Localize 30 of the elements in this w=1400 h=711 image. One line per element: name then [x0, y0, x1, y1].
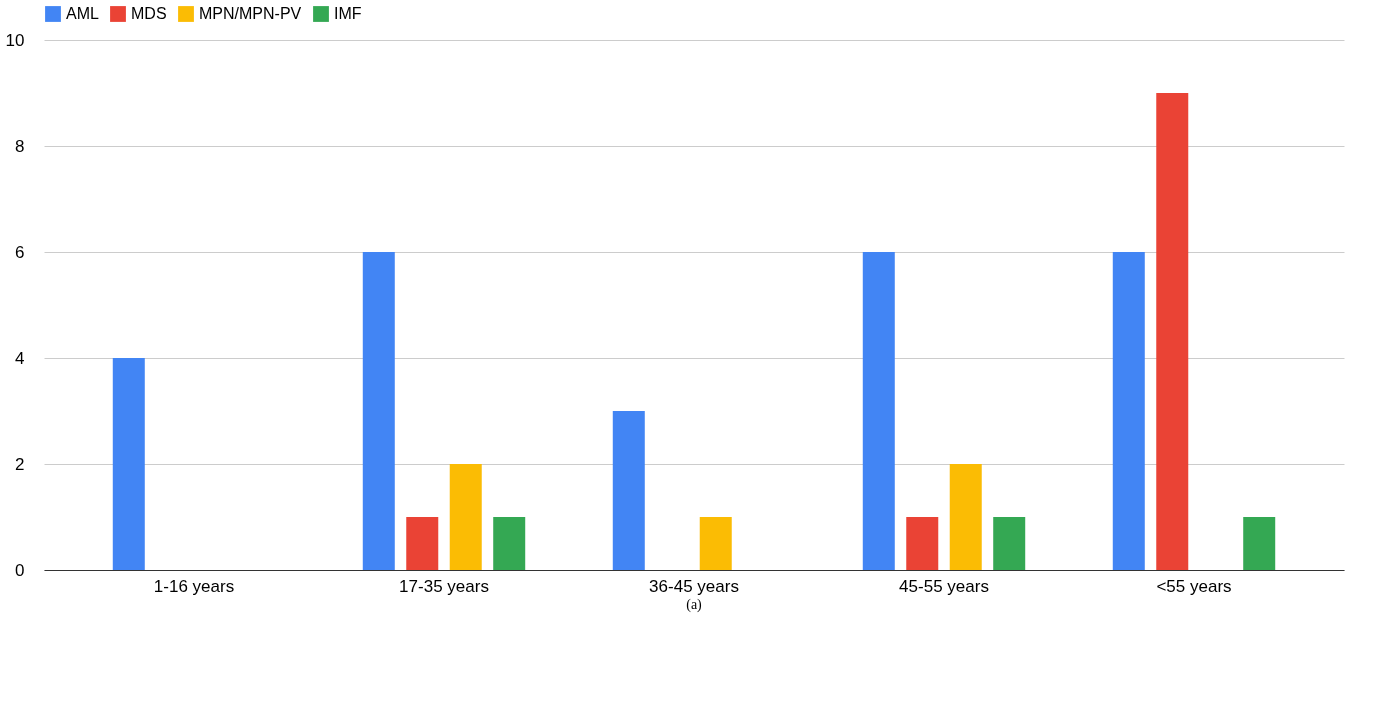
bar [1112, 252, 1145, 570]
bar [362, 252, 395, 570]
bar [112, 358, 145, 570]
legend-label: MPN/MPN-PV [199, 5, 302, 22]
legend-label: AML [66, 5, 99, 22]
x-tick-label: <55 years [1156, 576, 1232, 596]
bar [993, 517, 1026, 570]
x-tick-label: 1-16 years [153, 576, 235, 596]
y-tick-label: 8 [15, 136, 25, 156]
bar [1156, 93, 1189, 570]
bar [406, 517, 439, 570]
y-tick-label: 2 [15, 454, 25, 474]
x-tick-label: 17-35 years [399, 576, 489, 596]
x-tick-label: 36-45 years [649, 576, 739, 596]
bar [493, 517, 526, 570]
y-tick-label: 0 [15, 560, 25, 580]
bar [449, 464, 482, 570]
bar [1243, 517, 1276, 570]
x-tick-label: 45-55 years [899, 576, 989, 596]
legend-label: MDS [131, 5, 167, 22]
bar [862, 252, 895, 570]
y-tick-label: 6 [15, 242, 25, 262]
bar [699, 517, 732, 570]
bar [612, 411, 645, 570]
y-tick-label: 4 [15, 348, 25, 368]
y-tick-label: 10 [5, 30, 25, 50]
legend-label: IMF [334, 5, 362, 22]
bar [906, 517, 939, 570]
bar [949, 464, 982, 570]
text: (a) [686, 597, 703, 613]
